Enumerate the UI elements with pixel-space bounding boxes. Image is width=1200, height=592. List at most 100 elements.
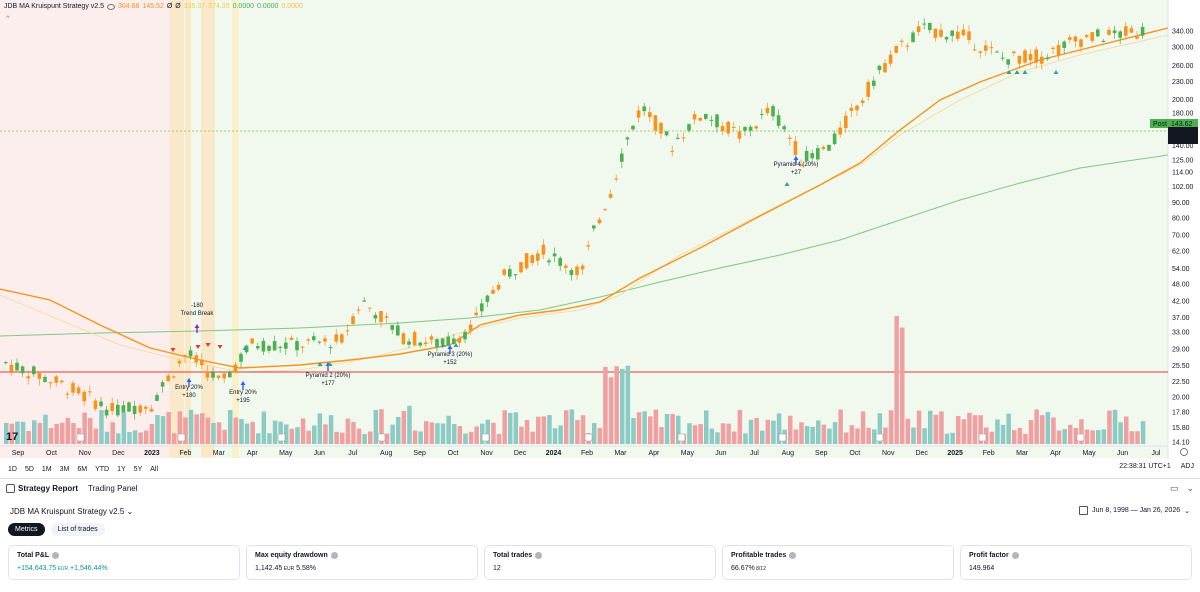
volume-bar [116,433,121,444]
candle-body [116,404,120,416]
volume-bar [43,414,48,444]
volume-bar [121,412,127,444]
volume-bar [261,411,267,444]
volume-bar [704,410,709,444]
metric-value: 149.964 [969,565,1183,572]
time-axis-label: 2024 [546,450,562,457]
timeframe-3m[interactable]: 3M [59,465,70,473]
candle-body [754,126,758,129]
tab-trading-panel[interactable]: Trading Panel [88,484,138,494]
volume-bar [15,421,20,444]
candle-body [368,307,372,309]
adj-toggle[interactable]: ADJ [1180,463,1194,470]
candle-body [676,137,680,139]
candle-body [65,393,70,395]
candle-body [121,405,126,414]
candle-body [692,114,697,120]
candle-body [1034,49,1038,63]
candle-body [351,316,355,324]
volume-bar [295,427,300,444]
candle-body [888,54,893,64]
volume-bar [597,427,603,444]
clock[interactable]: 22:38:31 UTC+1 [1119,463,1171,470]
candle-body [569,270,574,276]
info-icon[interactable] [535,552,543,559]
volume-bar [956,415,961,444]
minimize-icon[interactable]: ▭ [1169,483,1179,493]
candle-body [384,316,389,318]
tab-metrics[interactable]: Metrics [8,523,45,536]
candle-body [261,340,266,352]
tab-strategy-report[interactable]: Strategy Report [6,484,78,494]
candle-body [838,127,842,135]
info-icon[interactable] [330,552,338,559]
candle-body [597,219,602,224]
signal-triangle-icon [1014,70,1020,74]
candle-body [267,345,271,351]
date-range[interactable]: Jun 8, 1998 — Jan 26, 2026 ⌄ [1079,506,1190,515]
trade-annotation: Pyramid 3 (20%) [428,352,473,358]
trade-annotation: +195 [236,398,250,404]
volume-bar [1034,409,1039,444]
volume-bar [48,428,54,444]
candle-body [88,391,92,393]
price-axis-label: 14.10 [1172,440,1190,447]
timeframe-1d[interactable]: 1D [8,465,17,473]
tab-list-of-trades[interactable]: List of trades [50,523,105,536]
earnings-badge [584,433,593,442]
candle-body [407,341,411,345]
volume-bar [642,411,647,444]
time-axis-label: Oct [448,450,459,457]
legend-value: 335.37 [183,3,206,10]
earnings-badge [875,433,884,442]
legend-value: 145.52 [142,3,164,10]
timeframe-5d[interactable]: 5D [24,465,34,473]
info-icon[interactable] [52,552,60,559]
collapse-panel-icon[interactable]: ⌄ [1186,483,1194,493]
chart-canvas[interactable]: 340.00300.00260.00230.00200.00180.00160.… [0,0,1200,460]
candle-body [166,375,170,382]
volume-bar [877,413,883,444]
candle-body [356,309,361,311]
candle-body [586,245,590,247]
strategy-title[interactable]: JDB MA Kruispunt Strategy v2.5 ⌄ [10,507,133,516]
candle-body [877,65,882,71]
signal-triangle-icon [242,346,248,350]
volume-bar [1068,424,1073,444]
volume-bar [4,422,9,444]
timeframe-1y[interactable]: 1Y [117,465,126,473]
candle-body [295,341,299,351]
info-icon[interactable] [789,552,797,559]
metric-label-text: Total P&L [17,552,50,559]
signal-triangle-icon [453,343,459,347]
metric-label: Max equity drawdown [255,552,469,559]
timeframe-6m[interactable]: 6M [77,465,88,473]
price-axis-label: 300.00 [1172,45,1194,52]
volume-bar [519,426,524,444]
candle-body [580,265,585,270]
price-chart[interactable]: 340.00300.00260.00230.00200.00180.00160.… [0,0,1200,460]
volume-bar [379,409,384,444]
timeframe-1m[interactable]: 1M [41,465,52,473]
timeframe-ytd[interactable]: YTD [95,465,110,473]
volume-bar [468,431,474,444]
price-axis-label: 80.00 [1172,215,1190,222]
candle-body [1028,53,1033,61]
earnings-badge [778,433,787,442]
volume-bar [446,415,451,444]
timeframe-5y[interactable]: 5Y [133,465,143,473]
collapse-icon[interactable]: ⌃ [4,14,12,24]
volume-bar [104,431,110,444]
volume-bar [513,412,519,444]
chevron-down-icon: ⌄ [1184,507,1190,515]
volume-bar [1140,421,1146,444]
timeframe-all[interactable]: All [150,465,159,473]
candle-body [188,350,193,357]
signal-triangle-icon [1022,70,1028,74]
volume-bar [1040,415,1045,444]
info-icon[interactable] [1011,552,1019,559]
eye-icon[interactable] [107,3,115,10]
time-axis-label: Nov [79,450,92,457]
candle-body [995,51,999,53]
volume-bar [407,405,412,444]
